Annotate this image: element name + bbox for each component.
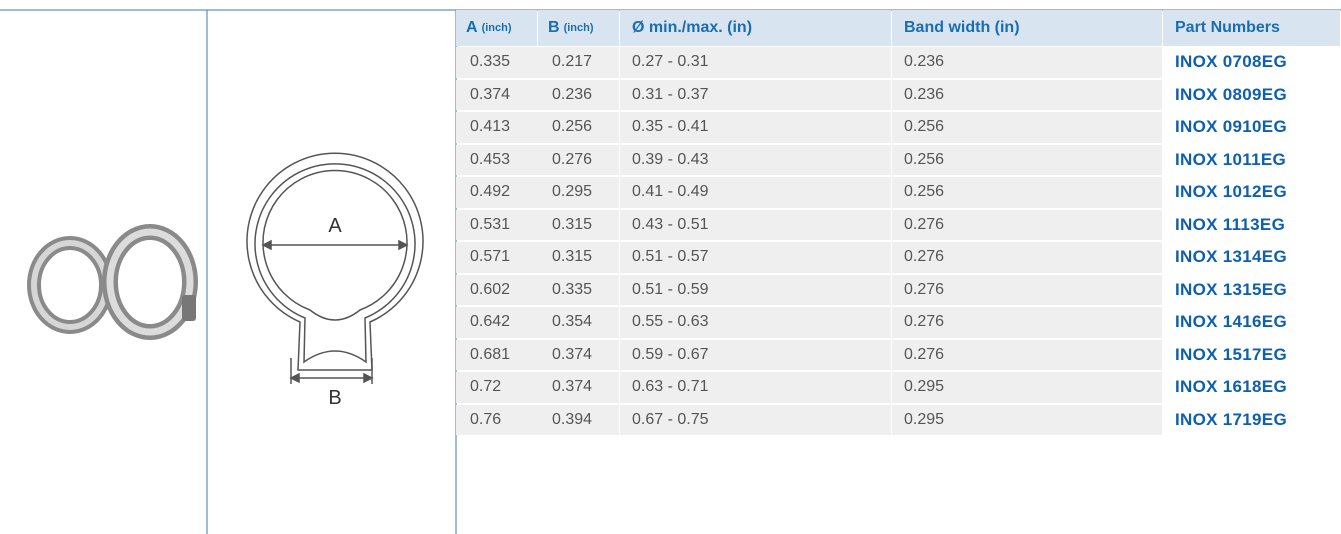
header-text: B xyxy=(548,19,560,36)
table-cell: 0.236 xyxy=(892,79,1162,110)
table-cell: 0.59 - 0.67 xyxy=(620,339,891,370)
table-cell: 0.276 xyxy=(892,274,1162,305)
table-cell: 0.492 xyxy=(456,177,538,208)
table-cell: 0.76 xyxy=(456,404,538,435)
table-cell: 0.31 - 0.37 xyxy=(620,79,891,110)
header-cell: Ø min./max. (in) xyxy=(620,10,891,46)
header-text: A xyxy=(466,19,478,36)
table-cell: 0.295 xyxy=(892,404,1162,435)
part-number[interactable]: INOX 1011EG xyxy=(1163,144,1341,175)
table-cell: 0.295 xyxy=(892,372,1162,403)
table-cell: 0.276 xyxy=(892,209,1162,240)
table-cell: 0.276 xyxy=(538,144,619,175)
part-number[interactable]: INOX 1517EG xyxy=(1163,339,1341,370)
header-text: Part Numbers xyxy=(1175,19,1280,36)
table-cell: 0.27 - 0.31 xyxy=(620,47,891,78)
table-cell: 0.43 - 0.51 xyxy=(620,209,891,240)
table-cell: 0.276 xyxy=(892,307,1162,338)
table-cell: 0.55 - 0.63 xyxy=(620,307,891,338)
table-cell: 0.51 - 0.59 xyxy=(620,274,891,305)
table-cell: 0.41 - 0.49 xyxy=(620,177,891,208)
table-cell: 0.51 - 0.57 xyxy=(620,242,891,273)
table-cell: 0.63 - 0.71 xyxy=(620,372,891,403)
table-cell: 0.681 xyxy=(456,339,538,370)
table-cell: 0.335 xyxy=(456,47,538,78)
header-text: Band width (in) xyxy=(904,19,1020,36)
part-number[interactable]: INOX 0910EG xyxy=(1163,112,1341,143)
table-cell: 0.374 xyxy=(538,372,619,403)
part-number[interactable]: INOX 1719EG xyxy=(1163,404,1341,435)
table-cell: 0.642 xyxy=(456,307,538,338)
part-number[interactable]: INOX 1012EG xyxy=(1163,177,1341,208)
table-cell: 0.413 xyxy=(456,112,538,143)
header-cell: A (inch) xyxy=(456,10,537,46)
part-number[interactable]: INOX 1314EG xyxy=(1163,242,1341,273)
table-cell: 0.531 xyxy=(456,209,538,240)
table-cell: 0.217 xyxy=(538,47,619,78)
table-cell: 0.374 xyxy=(456,79,538,110)
table-cell: 0.571 xyxy=(456,242,538,273)
table-cell: 0.72 xyxy=(456,372,538,403)
table-cell: 0.394 xyxy=(538,404,619,435)
clamp-photo xyxy=(27,224,198,340)
table-cell: 0.335 xyxy=(538,274,619,305)
table-cell: 0.35 - 0.41 xyxy=(620,112,891,143)
table-cell: 0.453 xyxy=(456,144,538,175)
part-number[interactable]: INOX 0708EG xyxy=(1163,47,1341,78)
header-text: Ø min./max. (in) xyxy=(632,19,753,36)
table-cell: 0.39 - 0.43 xyxy=(620,144,891,175)
part-number[interactable]: INOX 1416EG xyxy=(1163,307,1341,338)
table-cell: 0.67 - 0.75 xyxy=(620,404,891,435)
table-cell: 0.315 xyxy=(538,209,619,240)
table-cell: 0.256 xyxy=(892,112,1162,143)
header-unit: (inch) xyxy=(481,22,512,34)
table-cell: 0.295 xyxy=(538,177,619,208)
table-cell: 0.256 xyxy=(892,144,1162,175)
table-cell: 0.236 xyxy=(892,47,1162,78)
table-cell: 0.374 xyxy=(538,339,619,370)
table-cell: 0.315 xyxy=(538,242,619,273)
part-number[interactable]: INOX 0809EG xyxy=(1163,79,1341,110)
table-cell: 0.256 xyxy=(538,112,619,143)
header-cell: B (inch) xyxy=(538,10,619,46)
table-cell: 0.602 xyxy=(456,274,538,305)
part-number[interactable]: INOX 1618EG xyxy=(1163,372,1341,403)
header-cell: Part Numbers xyxy=(1163,10,1340,46)
label-b: B xyxy=(328,387,341,409)
clamp-diagram xyxy=(246,152,424,384)
table-cell: 0.276 xyxy=(892,242,1162,273)
table-cell: 0.276 xyxy=(892,339,1162,370)
table-cell: 0.354 xyxy=(538,307,619,338)
part-number[interactable]: INOX 1113EG xyxy=(1163,209,1341,240)
header-cell: Band width (in) xyxy=(892,10,1162,46)
table-cell: 0.236 xyxy=(538,79,619,110)
header-unit: (inch) xyxy=(563,22,594,34)
label-a: A xyxy=(328,215,342,237)
table-cell: 0.256 xyxy=(892,177,1162,208)
part-number[interactable]: INOX 1315EG xyxy=(1163,274,1341,305)
